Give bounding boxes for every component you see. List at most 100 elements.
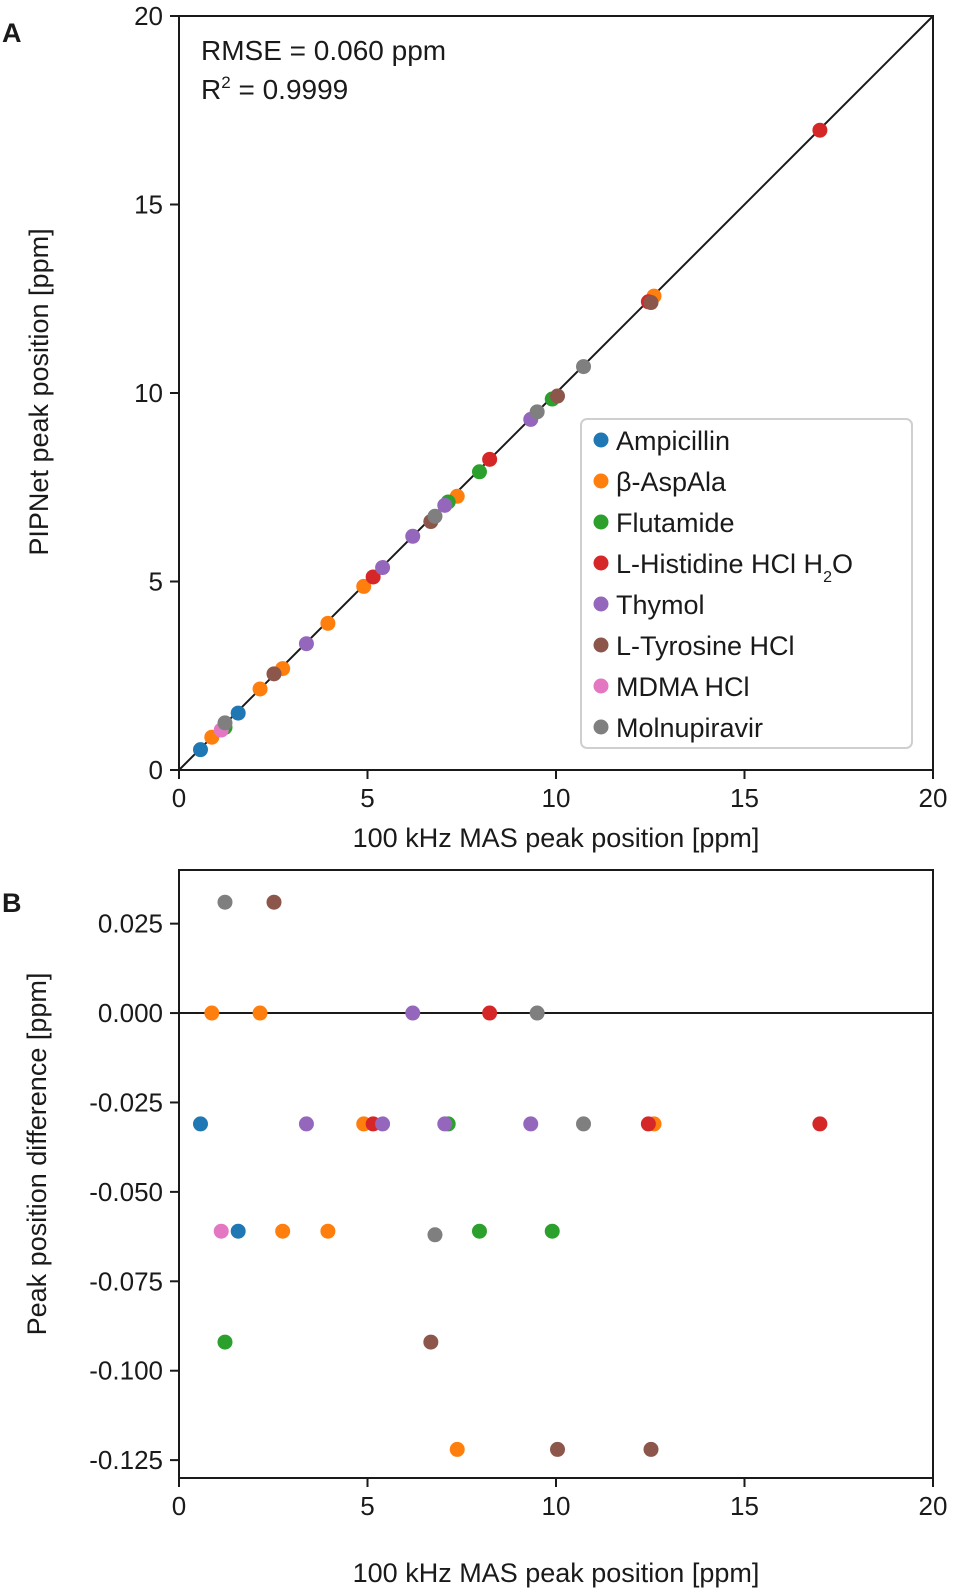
- panel-a-data-points: [192, 122, 828, 758]
- legend-label-text: β-AspAla: [616, 467, 727, 497]
- y-tick-label: -0.025: [89, 1087, 163, 1117]
- r2-annotation-prefix: R: [201, 74, 221, 105]
- data-point-l-histidine-hcl-h2o: [640, 1116, 656, 1132]
- data-point-molnupiravir: [576, 1116, 592, 1132]
- panel-letter-b: B: [2, 888, 22, 918]
- panel-b-x-axis-label: 100 kHz MAS peak position [ppm]: [353, 1558, 760, 1588]
- data-point-flutamide: [544, 1223, 560, 1239]
- r2-annotation-superscript: 2: [221, 73, 230, 92]
- panel-a-x-axis-label: 100 kHz MAS peak position [ppm]: [353, 823, 760, 853]
- data-point-molnupiravir: [217, 715, 233, 731]
- panel-b-plot-area: [178, 869, 934, 1479]
- legend-item-aspala: β-AspAla: [593, 467, 727, 497]
- legend-marker: [593, 719, 609, 735]
- y-tick-label: 10: [134, 378, 163, 408]
- panel-a-y-axis-label: PIPNet peak position [ppm]: [24, 228, 54, 555]
- data-point-molnupiravir: [427, 508, 443, 524]
- data-point-aspala: [320, 1223, 336, 1239]
- y-tick-label: -0.125: [89, 1445, 163, 1475]
- rmse-annotation: RMSE = 0.060 ppm: [201, 35, 446, 66]
- data-point-l-tyrosine-hcl: [423, 1334, 439, 1350]
- data-point-ampicillin: [230, 705, 246, 721]
- data-point-ampicillin: [230, 1223, 246, 1239]
- panel-b-data-points: [192, 894, 828, 1457]
- legend-marker: [593, 555, 609, 571]
- legend-label-subscript: 2: [823, 569, 832, 586]
- x-tick-label: 10: [542, 783, 571, 813]
- data-point-thymol: [375, 1116, 391, 1132]
- x-tick-label: 5: [360, 783, 374, 813]
- legend-marker: [593, 678, 609, 694]
- panel-b-chart: 0 5 10 15 20 0.025 0.000 -0.025 -0.050 -0.075 -0.1…: [22, 869, 947, 1588]
- data-point-thymol: [298, 1116, 314, 1132]
- y-tick-label: 15: [134, 190, 163, 220]
- panel-a-axes: 0 5 10 15 20 0 5 10 15 20: [134, 1, 947, 813]
- legend-label: Molnupiravir: [616, 713, 763, 743]
- data-point-ampicillin: [192, 1116, 208, 1132]
- data-point-l-histidine-hcl-h: [365, 569, 381, 585]
- data-point-l-tyrosine-hcl: [643, 295, 659, 311]
- legend-marker: [593, 514, 609, 530]
- y-tick-label: 20: [134, 1, 163, 31]
- data-point-aspala: [320, 615, 336, 631]
- data-point-molnupiravir: [217, 894, 233, 910]
- legend-marker: [593, 473, 609, 489]
- data-point-thymol: [298, 636, 314, 652]
- x-tick-label: 5: [360, 1491, 374, 1521]
- panel-b-y-axis-label: Peak position difference [ppm]: [22, 973, 52, 1336]
- data-point-molnupiravir: [529, 404, 545, 420]
- legend-frame: [580, 418, 913, 749]
- data-point-thymol: [437, 1116, 453, 1132]
- data-point-thymol: [405, 528, 421, 544]
- legend-label-suffix: O: [832, 549, 853, 579]
- legend-label: β-AspAla: [616, 467, 727, 497]
- data-point-aspala: [275, 1223, 291, 1239]
- legend-item-l-histidine-hcl-h: L-Histidine HCl H2O: [593, 549, 853, 586]
- data-point-aspala: [252, 1005, 268, 1021]
- data-point-thymol: [405, 1005, 421, 1021]
- r2-annotation-value: = 0.9999: [231, 74, 349, 105]
- legend-item-molnupiravir: Molnupiravir: [593, 713, 763, 743]
- y-tick-label: 5: [149, 567, 163, 597]
- data-point-aspala: [449, 1441, 465, 1457]
- legend-label: Ampicillin: [616, 426, 730, 456]
- data-point-aspala: [356, 578, 372, 594]
- data-point-l-tyrosine-hcl: [643, 1441, 659, 1457]
- legend-item-mdma-hcl: MDMA HCl: [593, 672, 750, 702]
- data-point-flutamide: [471, 464, 487, 480]
- legend-label-text: Flutamide: [616, 508, 735, 538]
- data-point-l-histidine-hcl-h2o: [482, 1005, 498, 1021]
- x-tick-label: 15: [730, 783, 759, 813]
- legend-item-l-tyrosine-hcl: L-Tyrosine HCl: [593, 631, 795, 661]
- data-point-thymol: [437, 497, 453, 513]
- legend-label: MDMA HCl: [616, 672, 750, 702]
- legend-label-text: Ampicillin: [616, 426, 730, 456]
- x-tick-label: 20: [919, 783, 948, 813]
- data-point-ampicillin: [192, 742, 208, 758]
- legend-label-text: MDMA HCl: [616, 672, 750, 702]
- data-point-molnupiravir: [529, 1005, 545, 1021]
- legend-label-text: L-Tyrosine HCl: [616, 631, 795, 661]
- data-point-l-tyrosine-hcl: [550, 1441, 566, 1457]
- legend-label-text: Thymol: [616, 590, 705, 620]
- data-point-flutamide: [217, 1334, 233, 1350]
- data-point-mdma-hcl: [213, 1223, 229, 1239]
- data-point-molnupiravir: [427, 1227, 443, 1243]
- data-point-aspala: [204, 1005, 220, 1021]
- legend-marker: [593, 432, 609, 448]
- data-point-thymol: [523, 1116, 539, 1132]
- data-point-l-histidine-hcl-h2o: [812, 1116, 828, 1132]
- legend-marker: [593, 596, 609, 612]
- legend-label: Flutamide: [616, 508, 735, 538]
- panel-b-axes: 0 5 10 15 20 0.025 0.000 -0.025 -0.050 -0.075 -0.1…: [89, 909, 947, 1521]
- y-tick-label: -0.075: [89, 1266, 163, 1296]
- legend-item-flutamide: Flutamide: [593, 508, 735, 538]
- r2-annotation: R2 = 0.9999: [201, 73, 348, 105]
- legend-label: Thymol: [616, 590, 705, 620]
- data-point-aspala: [252, 681, 268, 697]
- data-point-l-tyrosine-hcl: [266, 666, 282, 682]
- legend-item-thymol: Thymol: [593, 590, 705, 620]
- x-tick-label: 0: [172, 783, 186, 813]
- data-point-l-tyrosine-hcl: [266, 894, 282, 910]
- legend-item-ampicillin: Ampicillin: [593, 426, 730, 456]
